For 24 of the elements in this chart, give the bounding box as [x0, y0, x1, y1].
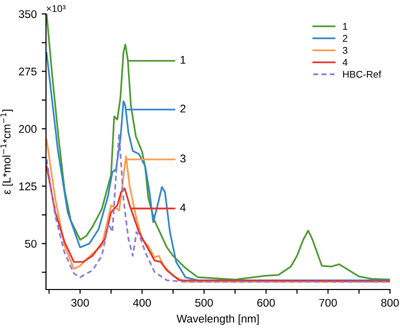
- legend-label: 4: [180, 204, 186, 212]
- x-tick-label: 700: [319, 298, 337, 307]
- y-tick-label: 275: [18, 68, 37, 76]
- legend-label: 3: [180, 154, 186, 162]
- y-axis-title: ε [L*mol$^{−1}$*cm$^{−1}$]: [0, 110, 13, 194]
- x-tick-label: 300: [71, 298, 89, 307]
- annotation: 4: [342, 58, 348, 66]
- y-tick-label: 350: [18, 10, 37, 18]
- line-series: [46, 165, 390, 282]
- annotation: 1: [180, 56, 186, 64]
- x-tick-label: 500: [195, 298, 213, 307]
- y-tick-label: 50: [25, 240, 37, 248]
- legend-label: HBC-Ref: [343, 70, 382, 78]
- x-tick-label: 800: [381, 298, 399, 307]
- legend-label: 2: [180, 104, 186, 112]
- x-tick-label: 400: [133, 298, 151, 307]
- y-tick-label: 125: [19, 182, 37, 190]
- x-tick-label: 600: [257, 298, 275, 307]
- legend-label: 1: [343, 23, 348, 30]
- text: ×10³: [46, 5, 66, 12]
- annotation: 3: [342, 46, 348, 54]
- annotation: 2: [342, 34, 348, 42]
- y-tick-label: 200: [18, 125, 37, 133]
- x-axis-title: Wavelength [nm]: [176, 314, 259, 325]
